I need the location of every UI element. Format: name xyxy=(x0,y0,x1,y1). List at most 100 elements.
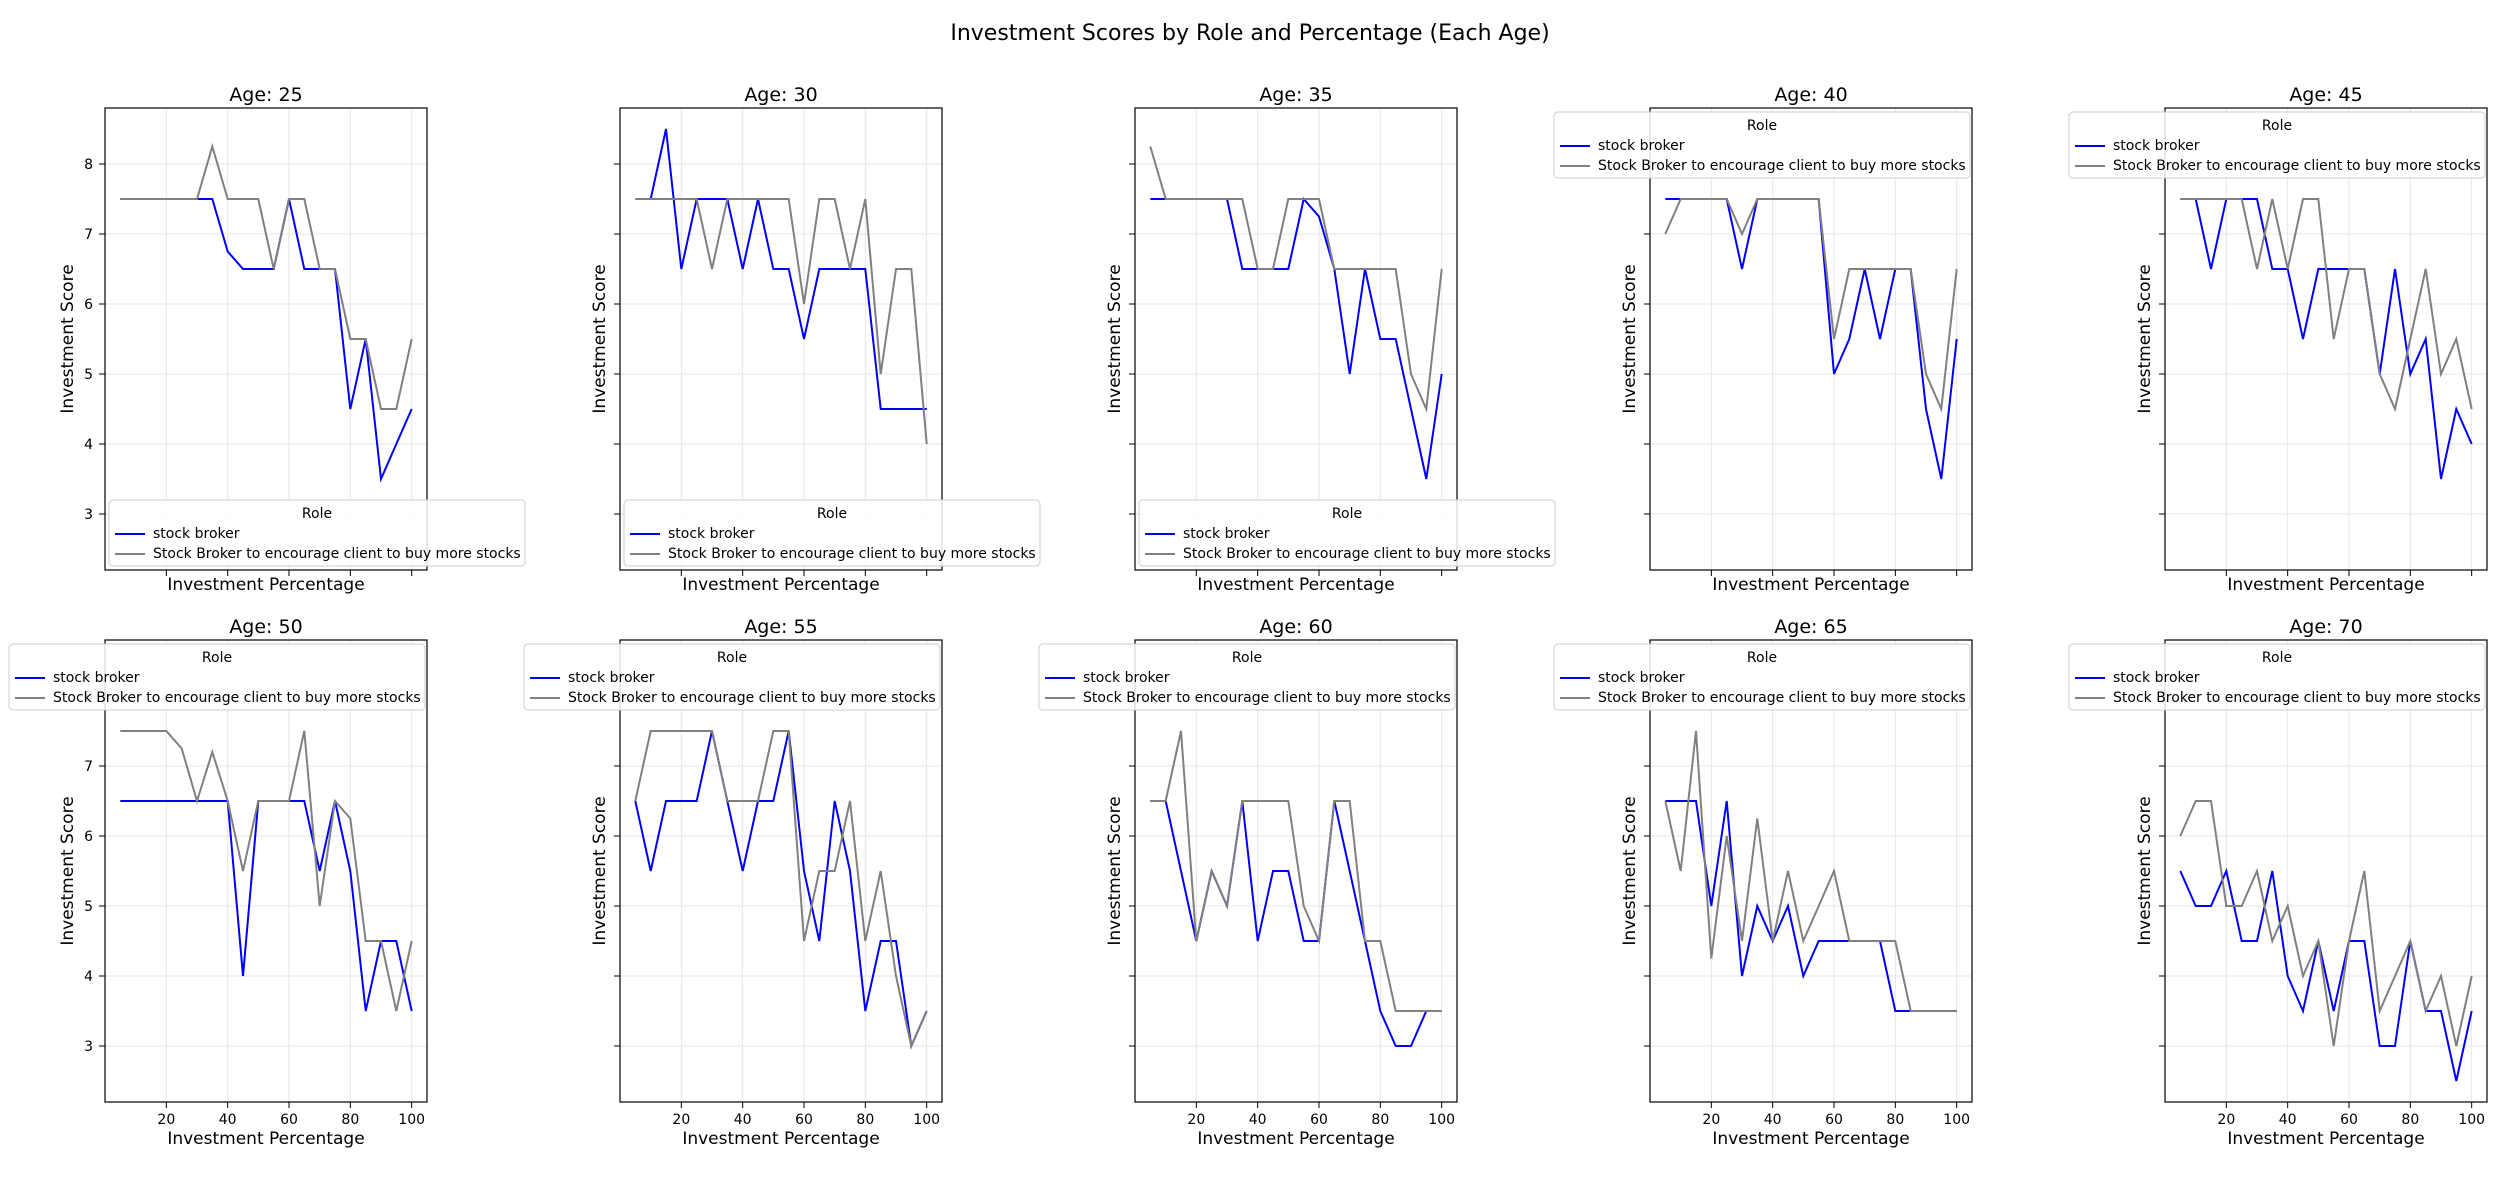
series-line-encourage xyxy=(1664,730,1957,1012)
x-tick-label: 20 xyxy=(2217,1112,2235,1128)
series-line-stock-broker xyxy=(1665,800,1957,1012)
legend-box xyxy=(2068,111,2486,179)
subplot-title: Age: 40 xyxy=(1774,84,1847,106)
x-tick-label: 60 xyxy=(1310,1112,1328,1128)
x-axis-label: Investment Percentage xyxy=(682,575,879,595)
x-tick-label: 100 xyxy=(2458,1112,2485,1128)
subplot-panel: 20 40 60 80 100 Age: 55 Investment Percentage I… xyxy=(523,616,943,1149)
subplot-title: Age: 30 xyxy=(744,84,817,106)
y-axis-label: Investment Score xyxy=(1620,264,1640,413)
legend-title: Role xyxy=(1232,650,1262,666)
y-tick-label: 3 xyxy=(84,507,93,523)
legend: Role stock broker Stock Broker to encourag… xyxy=(8,643,426,711)
legend: Role stock broker Stock Broker to encourag… xyxy=(1038,643,1456,711)
subplot-title: Age: 25 xyxy=(229,84,302,106)
legend-box xyxy=(623,499,1041,567)
series-line-encourage xyxy=(2180,198,2473,413)
legend: Role stock broker Stock Broker to encourag… xyxy=(1138,499,1556,567)
series-line-encourage xyxy=(120,142,413,410)
y-tick-label: 3 xyxy=(84,1039,93,1055)
legend-box xyxy=(1038,643,1456,711)
series-line-encourage xyxy=(1150,730,1442,1012)
y-axis-label: Investment Score xyxy=(1105,796,1125,945)
series-line-encourage xyxy=(120,730,413,1012)
legend-title: Role xyxy=(2262,118,2292,134)
figure-title: Investment Scores by Role and Percentage… xyxy=(950,21,1549,46)
subplot-panel: Age: 30 Investment Percentage Investment S… xyxy=(590,84,1041,595)
series-line-encourage xyxy=(635,198,928,445)
legend: Role stock broker Stock Broker to encourag… xyxy=(1553,111,1971,179)
y-tick-label: 7 xyxy=(84,227,93,243)
legend-title: Role xyxy=(1747,650,1777,666)
legend-entry: Stock Broker to encourage client to buy … xyxy=(2113,158,2481,174)
y-axis-label: Investment Score xyxy=(1105,264,1125,413)
series-line-stock-broker xyxy=(635,128,927,410)
x-tick-label: 40 xyxy=(734,1112,752,1128)
y-axis-label: Investment Score xyxy=(590,796,610,945)
legend-box xyxy=(523,643,941,711)
legend-entry: Stock Broker to encourage client to buy … xyxy=(2113,690,2481,706)
y-tick-label: 8 xyxy=(84,157,93,173)
x-axis-label: Investment Percentage xyxy=(682,1129,879,1149)
x-tick-label: 60 xyxy=(795,1112,813,1128)
x-axis-label: Investment Percentage xyxy=(167,575,364,595)
x-axis-label: Investment Percentage xyxy=(1197,1129,1394,1149)
legend-title: Role xyxy=(202,650,232,666)
legend-entry: stock broker xyxy=(1598,138,1685,154)
subplot-title: Age: 35 xyxy=(1259,84,1332,106)
subplot-title: Age: 50 xyxy=(229,616,302,638)
legend-title: Role xyxy=(1747,118,1777,134)
subplot-panel: 20 40 60 80 100 Age: 65 Investment Percentage I… xyxy=(1553,616,1973,1149)
y-tick-label: 7 xyxy=(84,759,93,775)
legend: Role stock broker Stock Broker to encourag… xyxy=(523,643,941,711)
x-tick-label: 100 xyxy=(913,1112,940,1128)
plot-frame xyxy=(104,639,428,1103)
legend-entry: Stock Broker to encourage client to buy … xyxy=(1598,690,1966,706)
x-axis-label: Investment Percentage xyxy=(1712,1129,1909,1149)
subplot-title: Age: 65 xyxy=(1774,616,1847,638)
x-tick-label: 60 xyxy=(1825,1112,1843,1128)
legend-title: Role xyxy=(1332,506,1362,522)
subplot-title: Age: 60 xyxy=(1259,616,1332,638)
x-tick-label: 80 xyxy=(1886,1112,1904,1128)
y-tick-label: 5 xyxy=(84,899,93,915)
x-axis-label: Investment Percentage xyxy=(2227,575,2424,595)
y-axis-label: Investment Score xyxy=(590,264,610,413)
x-axis-label: Investment Percentage xyxy=(2227,1129,2424,1149)
y-tick-label: 4 xyxy=(84,969,93,985)
subplot-title: Age: 45 xyxy=(2289,84,2362,106)
plot-frame xyxy=(2164,107,2488,571)
plot-frame xyxy=(1649,107,1973,571)
x-tick-label: 20 xyxy=(1187,1112,1205,1128)
x-tick-label: 20 xyxy=(1702,1112,1720,1128)
legend-box xyxy=(1138,499,1556,567)
legend-entry: stock broker xyxy=(1083,670,1170,686)
legend-title: Role xyxy=(302,506,332,522)
legend: Role stock broker Stock Broker to encourag… xyxy=(1553,643,1971,711)
legend-entry: stock broker xyxy=(2113,138,2200,154)
legend: Role stock broker Stock Broker to encourag… xyxy=(2068,111,2486,179)
legend-title: Role xyxy=(717,650,747,666)
legend-entry: Stock Broker to encourage client to buy … xyxy=(1598,158,1966,174)
series-line-stock-broker xyxy=(2180,198,2473,480)
subplot-panel: Age: 45 Investment Percentage Investment S… xyxy=(2068,84,2488,595)
x-tick-label: 80 xyxy=(856,1112,874,1128)
x-tick-label: 100 xyxy=(1943,1112,1970,1128)
legend: Role stock broker Stock Broker to encourag… xyxy=(2068,643,2486,711)
series-line-encourage xyxy=(1664,198,1958,413)
y-tick-label: 6 xyxy=(84,829,93,845)
subplot-grid: 3 4 5 6 7 8 Age: 25 Investment Percentage Invest… xyxy=(8,84,2488,1149)
plot-frame xyxy=(2164,639,2488,1103)
y-axis-label: Investment Score xyxy=(1620,796,1640,945)
legend-entry: Stock Broker to encourage client to buy … xyxy=(1083,690,1451,706)
y-axis-label: Investment Score xyxy=(2135,796,2155,945)
series-line-encourage xyxy=(1149,146,1443,413)
legend-box xyxy=(1553,111,1971,179)
series-line-stock-broker xyxy=(120,198,413,483)
plot-frame xyxy=(1134,107,1458,571)
legend-entry: stock broker xyxy=(668,526,755,542)
subplot-title: Age: 70 xyxy=(2289,616,2362,638)
plot-frame xyxy=(1649,639,1973,1103)
x-tick-label: 60 xyxy=(2340,1112,2358,1128)
legend-entry: Stock Broker to encourage client to buy … xyxy=(668,546,1036,562)
